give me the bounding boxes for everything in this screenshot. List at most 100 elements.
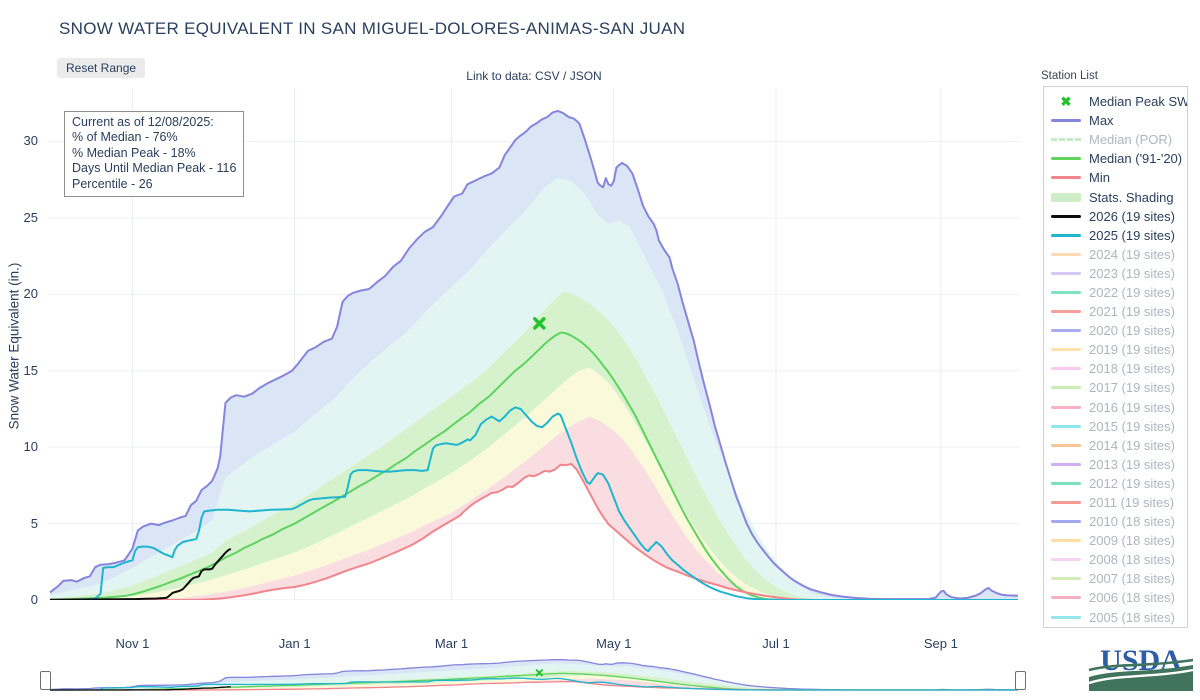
legend-item-label: 2012 (19 sites) bbox=[1089, 475, 1175, 491]
legend-swatch-icon bbox=[1051, 348, 1081, 352]
legend-item-label: Median ('91-'20) bbox=[1089, 151, 1183, 167]
legend-swatch-icon bbox=[1051, 443, 1081, 447]
line-swatch-icon bbox=[1051, 386, 1081, 390]
legend-item[interactable]: 2021 (19 sites) bbox=[1044, 302, 1187, 321]
legend-item[interactable]: 2024 (19 sites) bbox=[1044, 245, 1187, 264]
legend-item-label: 2007 (18 sites) bbox=[1089, 571, 1175, 587]
x-marker-glyph: ✖ bbox=[1060, 94, 1072, 110]
legend-swatch-icon bbox=[1051, 615, 1081, 619]
legend-item[interactable]: Max bbox=[1044, 111, 1187, 130]
legend-item[interactable]: 2012 (19 sites) bbox=[1044, 474, 1187, 493]
legend-item[interactable]: Min bbox=[1044, 168, 1187, 187]
line-swatch-icon bbox=[1051, 271, 1081, 275]
series-line bbox=[49, 547, 232, 600]
legend-item[interactable]: 2005 (18 sites) bbox=[1044, 608, 1187, 627]
legend-item[interactable]: Median ('91-'20) bbox=[1044, 149, 1187, 168]
line-swatch-icon bbox=[1051, 501, 1081, 505]
y-tick-label: 20 bbox=[23, 286, 38, 302]
legend-swatch-icon bbox=[1051, 192, 1081, 202]
legend-item[interactable]: 2009 (18 sites) bbox=[1044, 531, 1187, 550]
legend-item-label: 2014 (19 sites) bbox=[1089, 437, 1175, 453]
legend-swatch-icon bbox=[1051, 596, 1081, 600]
legend-item[interactable]: 2026 (19 sites) bbox=[1044, 207, 1187, 226]
line-swatch-icon bbox=[1051, 481, 1081, 485]
annotation-line: Current as of 12/08/2025: bbox=[72, 115, 214, 129]
legend-item[interactable]: 2011 (19 sites) bbox=[1044, 493, 1187, 512]
range-navigator[interactable] bbox=[48, 655, 1020, 693]
series-line bbox=[50, 686, 231, 691]
range-handle-left[interactable] bbox=[40, 671, 51, 690]
data-links: Link to data: CSV / JSON bbox=[48, 69, 1020, 83]
csv-link[interactable]: CSV bbox=[535, 69, 560, 83]
legend-item-label: 2023 (19 sites) bbox=[1089, 265, 1175, 281]
legend-item-label: Median Peak SWE bbox=[1089, 94, 1188, 110]
usda-logo-swoosh-top bbox=[1088, 658, 1194, 672]
legend-item[interactable]: 2025 (19 sites) bbox=[1044, 226, 1187, 245]
legend-swatch-icon bbox=[1051, 462, 1081, 466]
line-swatch-icon bbox=[1051, 233, 1081, 237]
line-swatch-icon bbox=[1051, 615, 1081, 619]
legend-item-label: 2009 (18 sites) bbox=[1089, 533, 1175, 549]
stats-shading-band bbox=[50, 663, 1018, 690]
legend-item[interactable]: 2008 (18 sites) bbox=[1044, 550, 1187, 569]
legend-item[interactable]: 2017 (19 sites) bbox=[1044, 378, 1187, 397]
json-link[interactable]: JSON bbox=[569, 69, 602, 83]
reset-range-button[interactable]: Reset Range bbox=[57, 58, 146, 78]
legend-item-label: 2006 (18 sites) bbox=[1089, 590, 1175, 606]
line-swatch-icon bbox=[1051, 577, 1081, 581]
legend-item[interactable]: 2013 (19 sites) bbox=[1044, 455, 1187, 474]
series-line bbox=[50, 677, 1018, 691]
legend-swatch-icon bbox=[1051, 329, 1081, 333]
legend-item[interactable]: Stats. Shading bbox=[1044, 187, 1187, 206]
line-swatch-icon bbox=[1051, 596, 1081, 600]
legend-item[interactable]: 2023 (19 sites) bbox=[1044, 264, 1187, 283]
legend-item[interactable]: 2010 (18 sites) bbox=[1044, 512, 1187, 531]
legend-swatch-icon bbox=[1051, 558, 1081, 562]
line-swatch-icon bbox=[1051, 252, 1081, 256]
legend-swatch-icon bbox=[1051, 386, 1081, 390]
main-chart[interactable] bbox=[48, 88, 1020, 600]
line-swatch-icon bbox=[1051, 462, 1081, 466]
y-tick-label: 25 bbox=[23, 209, 38, 225]
line-swatch-icon bbox=[1051, 424, 1081, 428]
legend-item-label: 2021 (19 sites) bbox=[1089, 304, 1175, 320]
legend-item[interactable]: 2007 (18 sites) bbox=[1044, 569, 1187, 588]
usda-logo: USDA bbox=[1088, 644, 1194, 691]
legend-item-label: 2005 (18 sites) bbox=[1089, 609, 1175, 625]
stats-shading-band bbox=[50, 367, 1018, 600]
page-title: SNOW WATER EQUIVALENT IN SAN MIGUEL-DOLO… bbox=[59, 19, 686, 38]
legend-item-label: 2011 (19 sites) bbox=[1089, 495, 1175, 511]
legend-swatch-icon bbox=[1051, 176, 1081, 180]
legend-item[interactable]: 2022 (19 sites) bbox=[1044, 283, 1187, 302]
legend-item-label: 2018 (19 sites) bbox=[1089, 361, 1175, 377]
legend-item[interactable]: 2018 (19 sites) bbox=[1044, 359, 1187, 378]
legend-item-label: 2025 (19 sites) bbox=[1089, 227, 1175, 243]
legend-swatch-icon bbox=[1051, 481, 1081, 485]
legend-item[interactable]: 2006 (18 sites) bbox=[1044, 588, 1187, 607]
usda-logo-swoosh-inner bbox=[1088, 668, 1194, 685]
y-tick-label: 10 bbox=[23, 439, 38, 455]
line-swatch-icon bbox=[1051, 520, 1081, 524]
legend-item-label: 2020 (19 sites) bbox=[1089, 323, 1175, 339]
legend-item[interactable]: ✖ Median Peak SWE bbox=[1044, 92, 1187, 111]
legend-item[interactable]: 2016 (19 sites) bbox=[1044, 398, 1187, 417]
line-swatch-icon bbox=[1051, 558, 1081, 562]
station-list-label: Station List bbox=[1041, 70, 1098, 82]
legend-item[interactable]: 2019 (19 sites) bbox=[1044, 340, 1187, 359]
line-swatch-icon bbox=[1051, 176, 1081, 180]
series-line bbox=[50, 463, 1018, 600]
range-handle-right[interactable] bbox=[1015, 671, 1026, 690]
legend-swatch-icon bbox=[1051, 520, 1081, 524]
legend-swatch-icon bbox=[1051, 501, 1081, 505]
legend-item[interactable]: 2014 (19 sites) bbox=[1044, 436, 1187, 455]
median-peak-marker-icon: ✖ bbox=[1051, 95, 1081, 108]
line-swatch-icon bbox=[1051, 310, 1081, 314]
legend-item[interactable]: 2015 (19 sites) bbox=[1044, 417, 1187, 436]
x-tick-label: Jul 1 bbox=[762, 636, 790, 651]
legend-item[interactable]: Median (POR) bbox=[1044, 130, 1187, 149]
legend-item[interactable]: 2020 (19 sites) bbox=[1044, 321, 1187, 340]
legend-swatch-icon bbox=[1051, 405, 1081, 409]
line-swatch-icon bbox=[1051, 405, 1081, 409]
line-swatch-icon bbox=[1051, 367, 1081, 371]
legend-item-label: Stats. Shading bbox=[1089, 189, 1174, 205]
